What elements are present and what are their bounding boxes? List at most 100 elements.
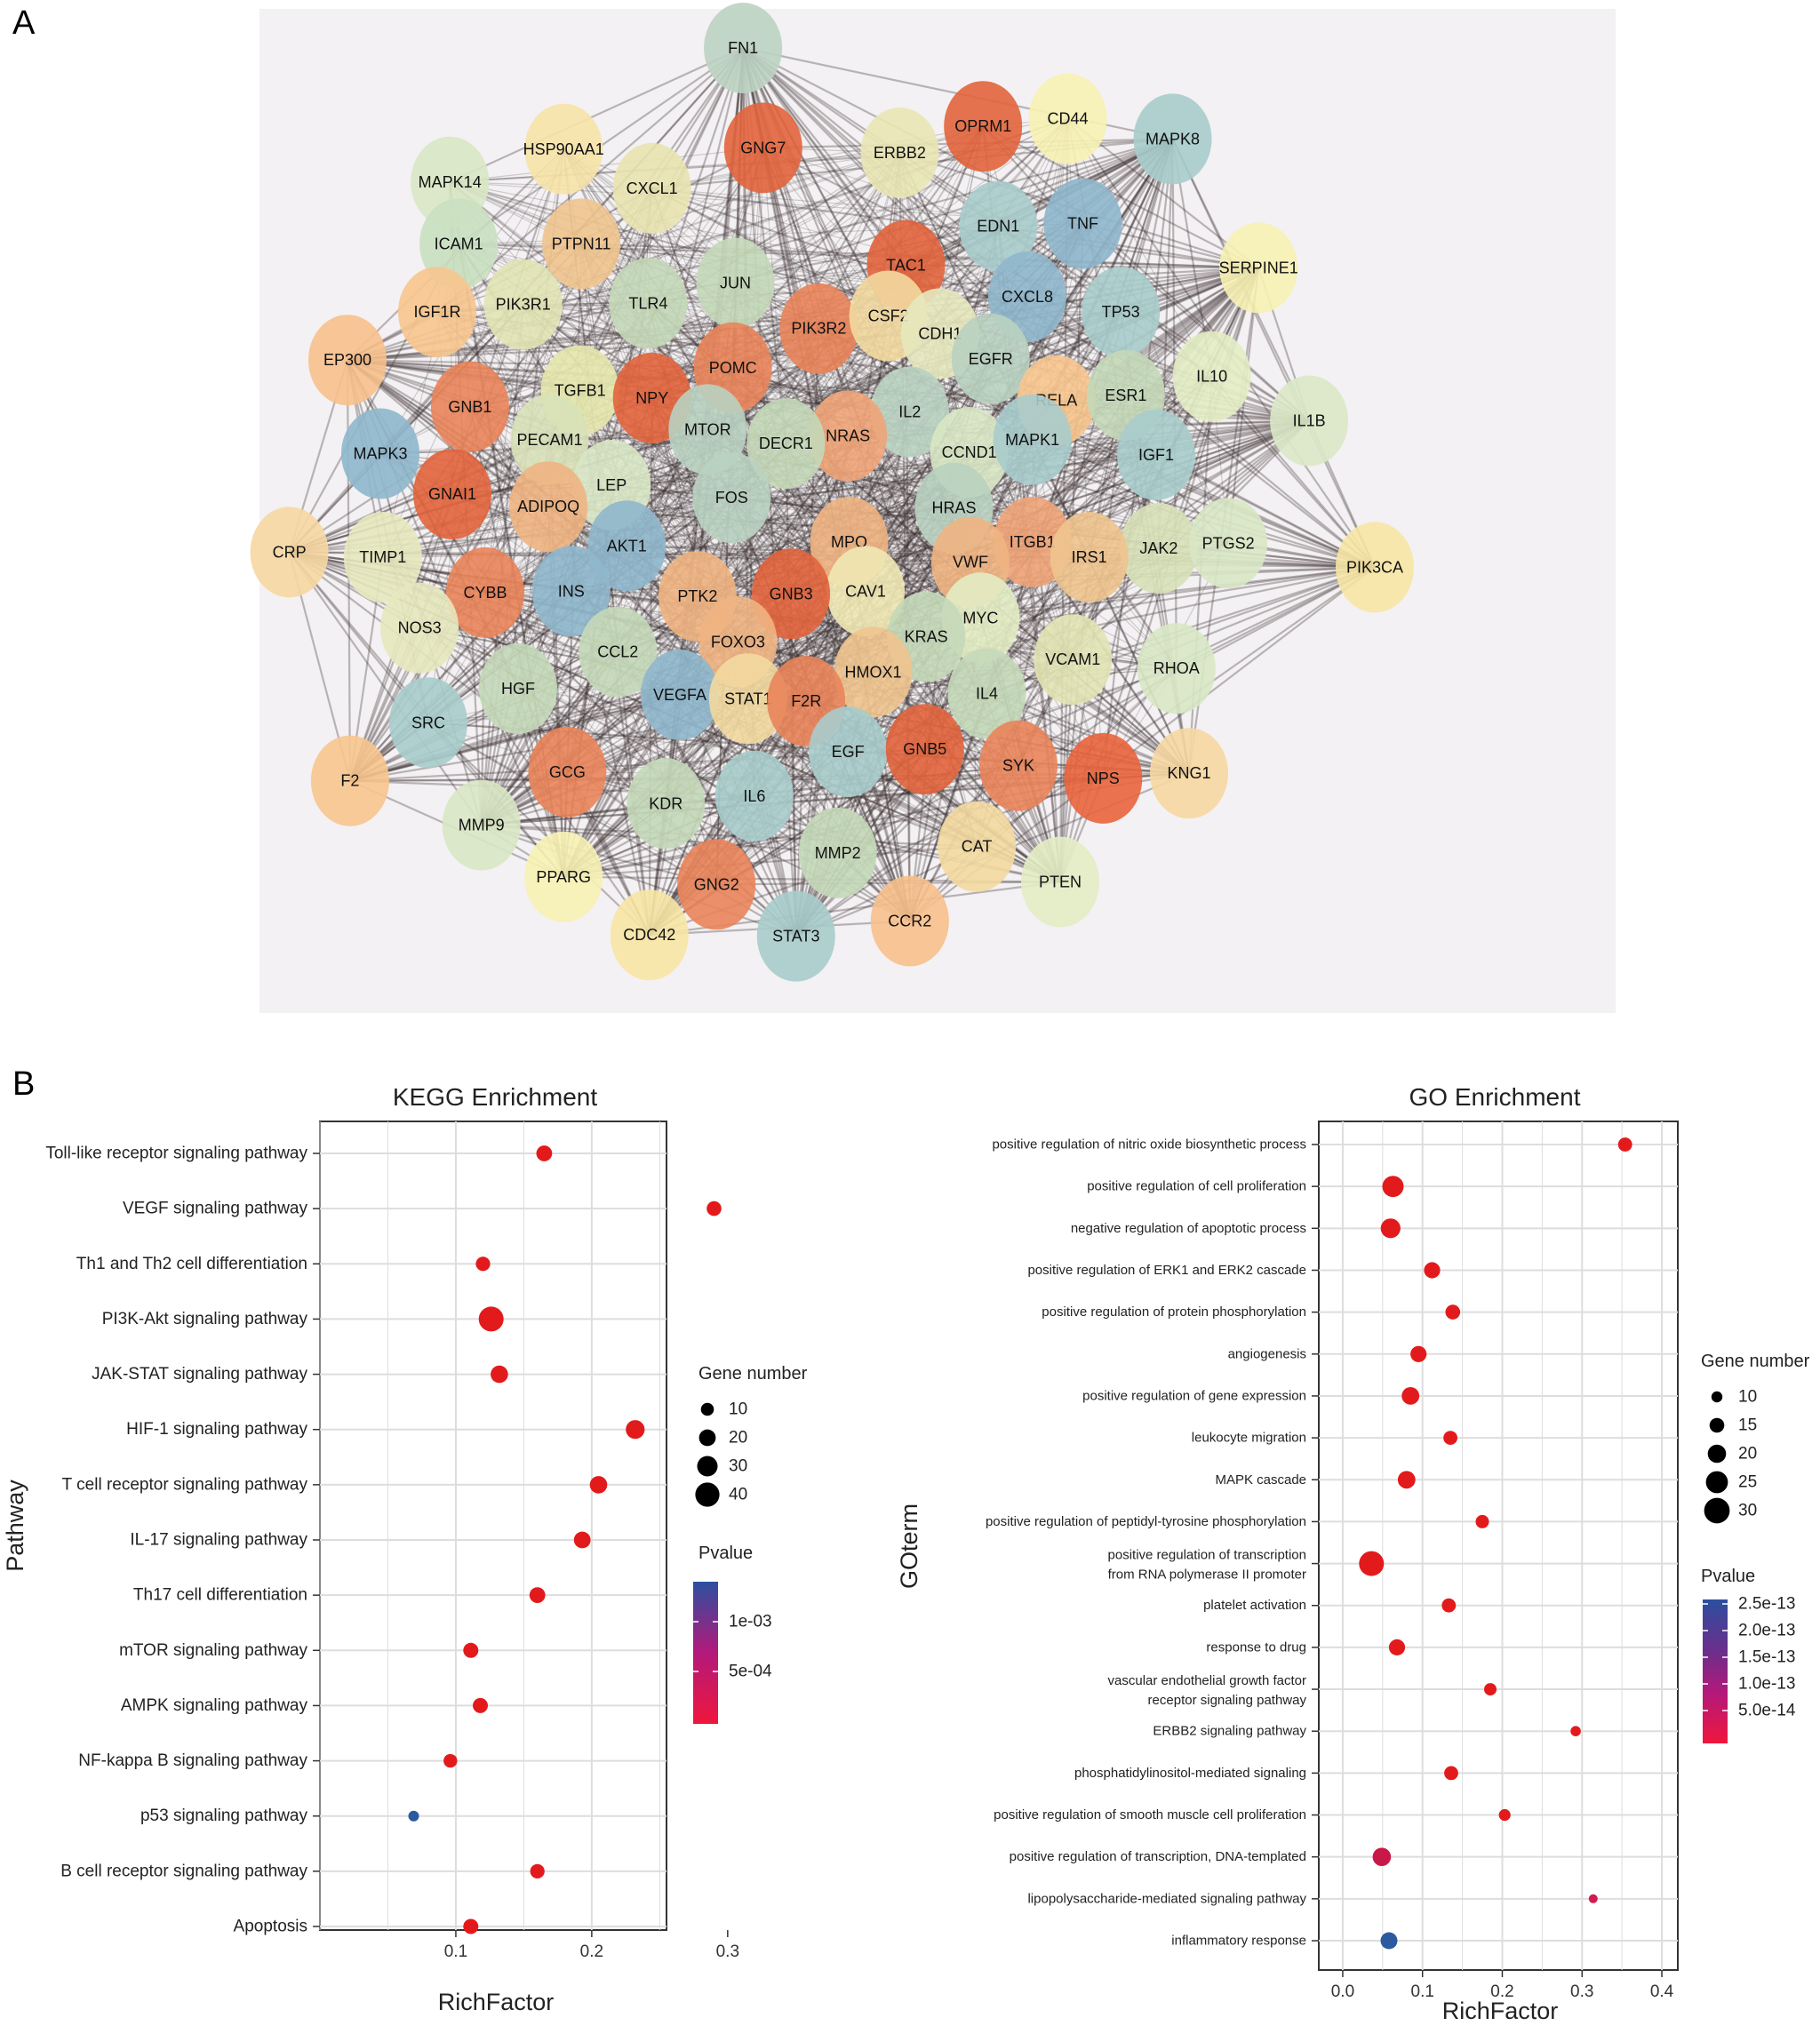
network-node-nras: NRAS xyxy=(809,390,888,482)
network-node-shape xyxy=(668,384,747,475)
y-tick-label: inflammatory response xyxy=(1171,1934,1306,1949)
network-node-shape xyxy=(442,779,521,871)
network-edge xyxy=(998,225,1259,269)
network-node-label: FOS xyxy=(715,489,748,506)
network-node-shape xyxy=(398,267,476,358)
network-node-igf1r: IGF1R xyxy=(398,267,476,358)
network-node-shape xyxy=(1064,732,1143,824)
network-node-label: LEP xyxy=(596,476,627,494)
network-node-label: GNB1 xyxy=(448,398,491,416)
network-node-egfr: EGFR xyxy=(951,313,1030,404)
go-colorbar xyxy=(1703,1599,1728,1743)
network-edge xyxy=(349,693,681,782)
network-edge xyxy=(980,566,1376,619)
network-node-shape xyxy=(510,394,589,485)
network-node-label: NOS3 xyxy=(398,619,442,637)
network-node-shape xyxy=(959,180,1038,272)
network-edge xyxy=(1018,454,1157,766)
network-node-label: OPRM1 xyxy=(954,117,1011,135)
network-edge xyxy=(484,304,524,593)
network-node-label: IL1B xyxy=(1293,412,1326,430)
network-node-label: VEGFA xyxy=(653,686,706,704)
network-node-shape xyxy=(746,398,826,490)
kegg-y-ticks: Toll-like receptor signaling pathway VEGF… xyxy=(45,1145,320,1936)
network-edge xyxy=(451,493,568,773)
kegg-x-axis-title: RichFactor xyxy=(438,1989,555,2015)
network-node-decr1: DECR1 xyxy=(746,398,826,490)
network-node-label: ESR1 xyxy=(1105,387,1146,404)
network-node-label: NRAS xyxy=(826,427,870,445)
network-node-label: GCG xyxy=(549,763,586,781)
y-tick-label: Th17 cell differentiation xyxy=(133,1586,307,1605)
network-node-mapk8: MAPK8 xyxy=(1133,93,1212,185)
network-node-cav1: CAV1 xyxy=(826,546,905,637)
network-node-label: HSP90AA1 xyxy=(523,140,604,158)
kegg-x-ticks: 0.1 0.2 0.3 xyxy=(444,1930,739,1961)
network-node-shape xyxy=(1270,375,1349,467)
network-node-shape xyxy=(343,512,422,602)
network-edge xyxy=(924,667,1177,750)
y-tick-label: Apoptosis xyxy=(234,1918,307,1936)
network-node-shape xyxy=(1219,222,1298,314)
network-node-crp: CRP xyxy=(250,506,329,598)
network-node-label: IL10 xyxy=(1196,368,1227,386)
network-node-shape xyxy=(798,807,877,898)
colorbar-tick-label: 1e-03 xyxy=(729,1613,772,1631)
network-node-cxcl1: CXCL1 xyxy=(612,142,691,234)
colorbar-tick-label: 5.0e-14 xyxy=(1738,1702,1796,1720)
network-edge xyxy=(566,429,708,773)
network-node-shape xyxy=(528,726,607,818)
x-tick-label: 0.1 xyxy=(444,1942,467,1961)
network-edge xyxy=(679,694,911,922)
network-node-label: HRAS xyxy=(931,499,976,517)
go-x-axis-title: RichFactor xyxy=(1442,1998,1559,2024)
kegg-chart: KEGG Enrichment Toll-like receptor signa… xyxy=(2,1083,808,2015)
network-edge xyxy=(795,764,1019,937)
network-node-label: FOXO3 xyxy=(711,633,765,650)
ppi-network: FN1 OPRM1 CD44 MAPK8 GNG7 ERBB2 HSP90AA1 MAPK14… xyxy=(250,3,1616,1013)
network-node-shape xyxy=(341,408,419,499)
network-node-label: PIK3R2 xyxy=(791,320,846,338)
network-node-kdr: KDR xyxy=(627,758,706,849)
network-edge xyxy=(762,148,911,412)
network-edge xyxy=(651,187,889,317)
network-edge xyxy=(451,492,1190,775)
network-node-f2: F2 xyxy=(310,735,389,826)
network-node-shape xyxy=(419,198,499,290)
network-edge xyxy=(1082,222,1310,422)
y-tick-label: angiogenesis xyxy=(1228,1346,1306,1361)
network-node-label: KNG1 xyxy=(1167,764,1210,782)
network-node-label: POMC xyxy=(709,359,757,377)
go-points xyxy=(1359,1137,1632,1950)
network-edge xyxy=(481,794,755,826)
network-node-label: TLR4 xyxy=(628,294,667,312)
network-node-il6: IL6 xyxy=(714,750,794,842)
point-hif-1-signaling-pathway xyxy=(626,1420,645,1440)
network-edge xyxy=(436,311,866,592)
network-node-shape xyxy=(704,3,783,93)
network-node-shape xyxy=(1336,522,1414,613)
point-positive-regulation-of-transcription-from-rna-polymerase-ii-promoter xyxy=(1359,1551,1385,1576)
y-tick-label: MAPK cascade xyxy=(1215,1472,1306,1488)
network-node-ccl2: CCL2 xyxy=(579,606,658,698)
network-node-shape xyxy=(1137,623,1216,714)
point-p53-signaling-pathway xyxy=(408,1810,419,1822)
kegg-points xyxy=(408,1145,722,1934)
network-edge xyxy=(347,359,486,594)
network-node-label: IL2 xyxy=(898,403,921,421)
network-node-shape xyxy=(938,801,1017,892)
network-node-label: JUN xyxy=(720,275,751,292)
kegg-title: KEGG Enrichment xyxy=(393,1083,598,1111)
network-node-label: MAPK14 xyxy=(419,173,482,191)
network-node-gnb1: GNB1 xyxy=(430,361,509,452)
network-node-kng1: KNG1 xyxy=(1150,728,1228,819)
network-edge xyxy=(795,667,1177,937)
network-node-label: ICAM1 xyxy=(435,235,483,252)
network-node-shape xyxy=(579,606,658,698)
network-node-label: JAK2 xyxy=(1139,539,1177,557)
network-node-mmp9: MMP9 xyxy=(442,779,521,871)
go-size-legend: 10 15 20 25 30 xyxy=(1704,1388,1757,1524)
network-node-shape xyxy=(979,720,1058,811)
point-positive-regulation-of-protein-phosphorylation xyxy=(1445,1304,1461,1320)
network-node-shape xyxy=(612,142,691,234)
